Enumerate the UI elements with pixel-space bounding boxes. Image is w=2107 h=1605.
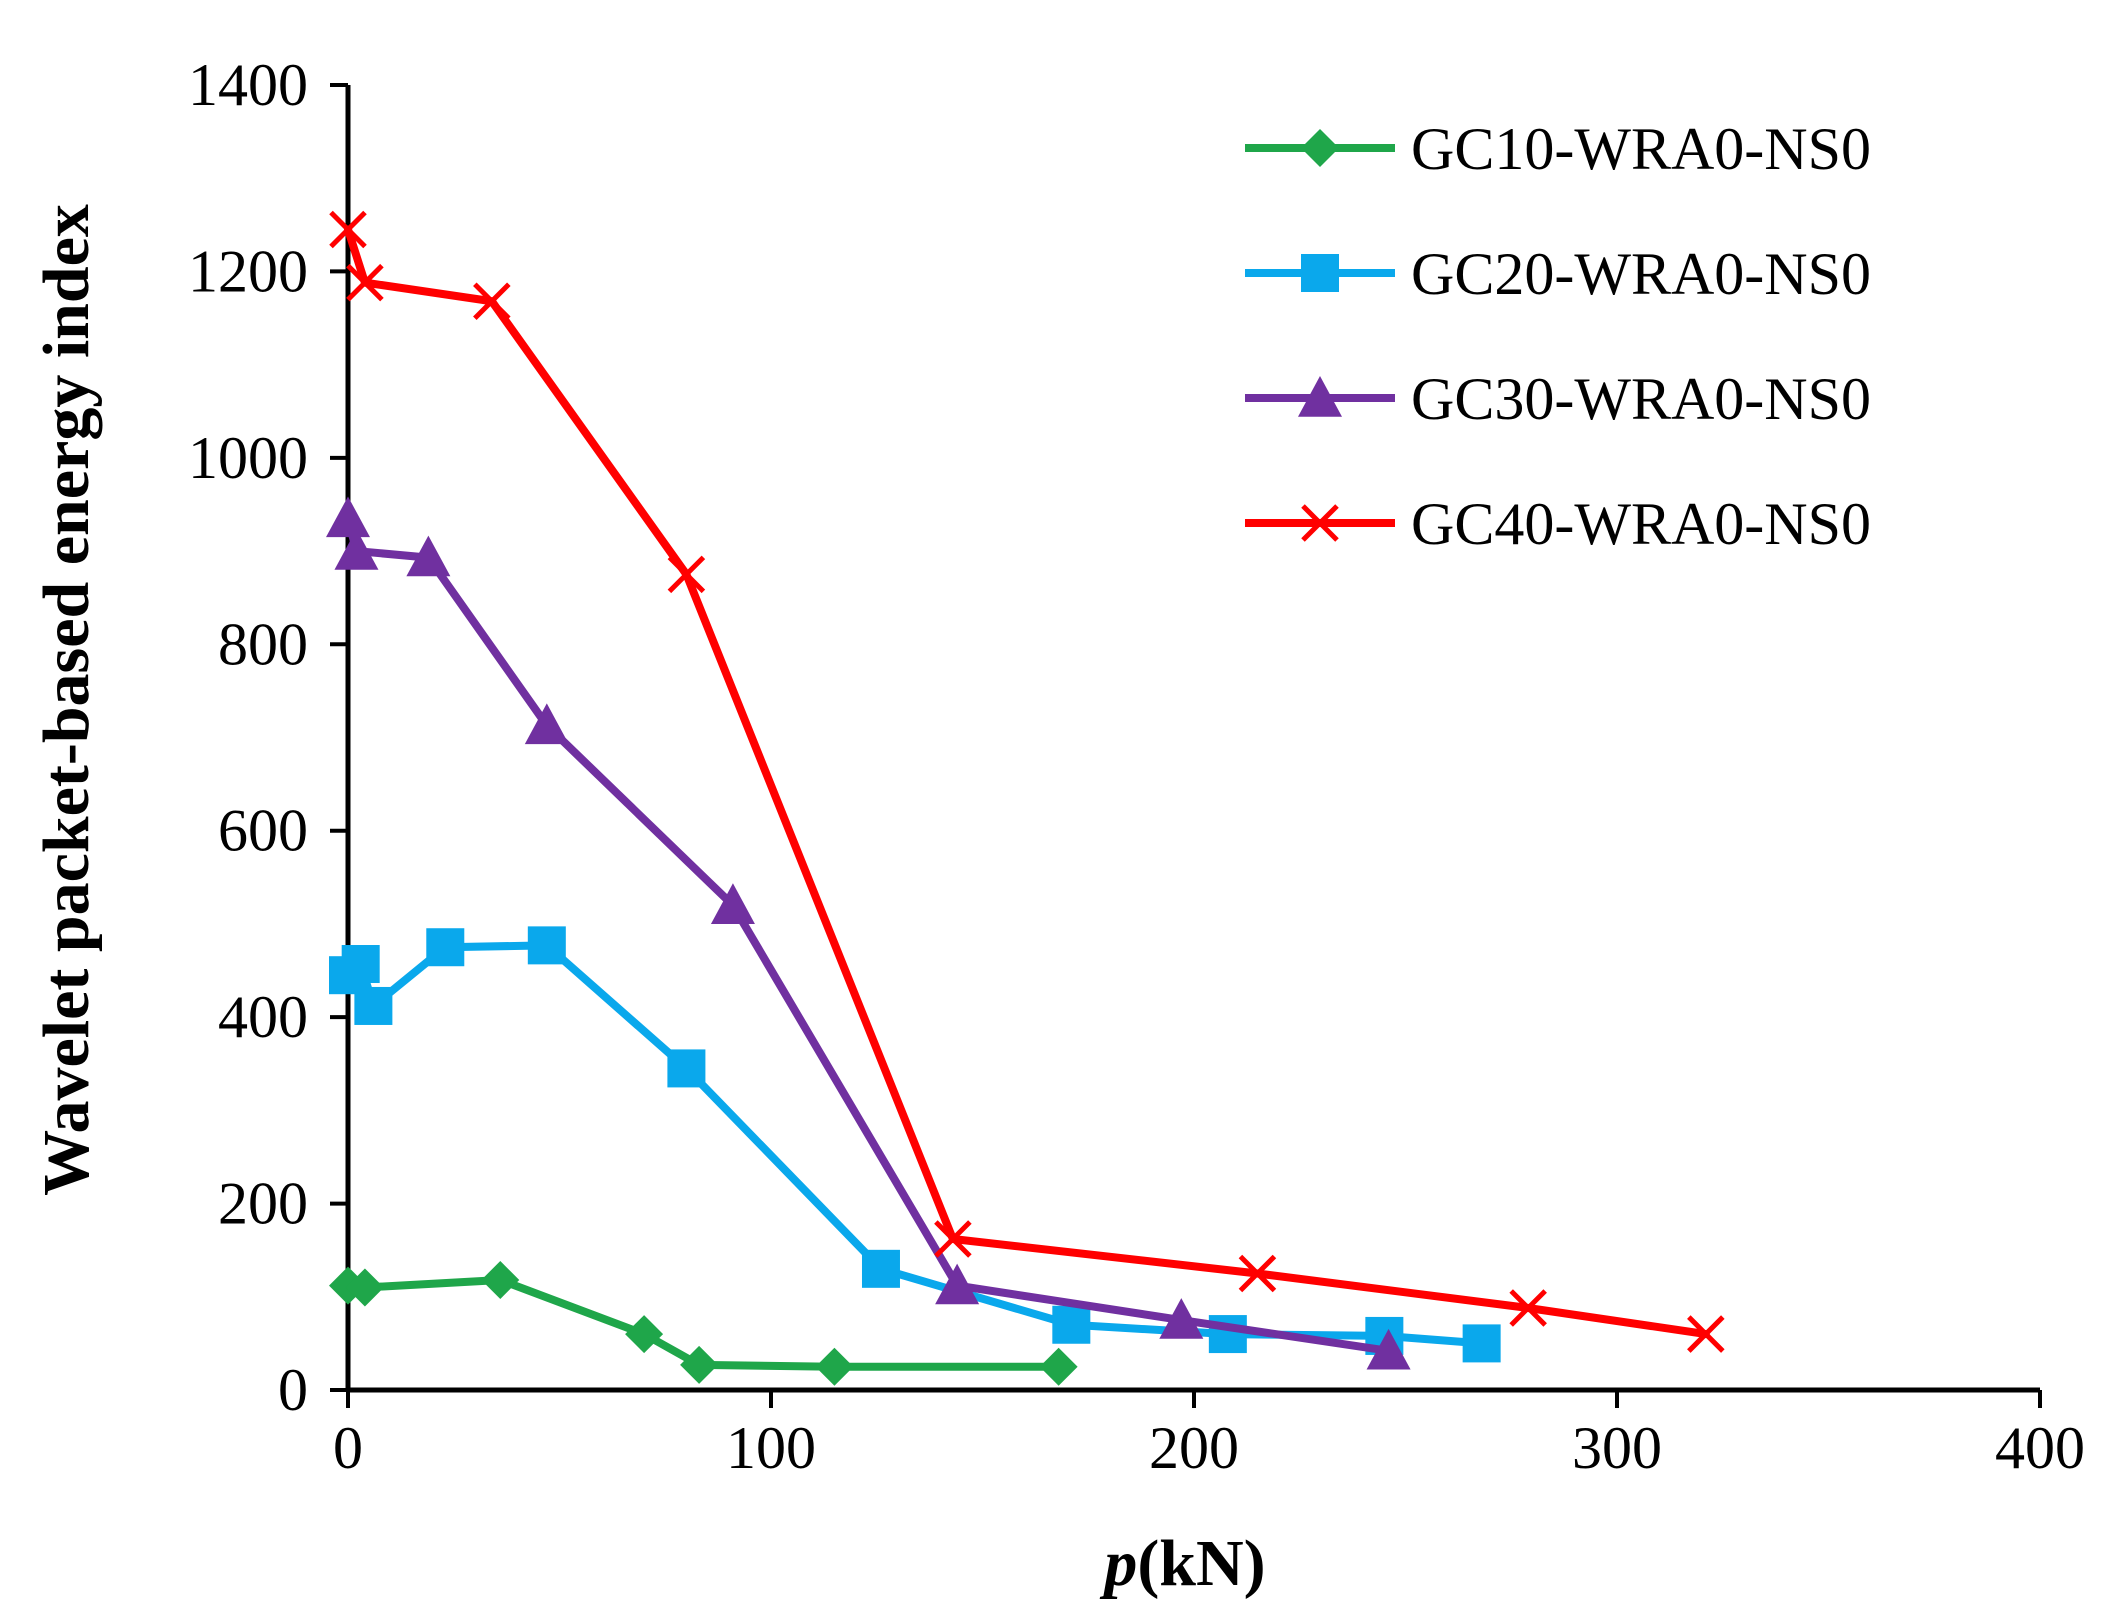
- data-point: [524, 703, 569, 745]
- data-point: [346, 263, 384, 302]
- data-point: [1208, 1315, 1247, 1354]
- y-tick-label: 600: [218, 798, 308, 864]
- data-point: [1039, 1347, 1078, 1386]
- data-point: [1238, 1254, 1277, 1293]
- legend-swatch-marker: [1301, 254, 1339, 292]
- data-point: [1159, 1298, 1204, 1339]
- legend-entry: GC40-WRA0-NS0: [1245, 491, 1871, 557]
- data-point: [334, 529, 379, 570]
- data-point: [345, 1268, 384, 1307]
- data-point: [329, 210, 367, 249]
- data-point: [861, 1249, 900, 1288]
- data-point: [935, 1263, 980, 1305]
- x-axis-title-variable: p: [1099, 1527, 1137, 1600]
- legend-label: GC10-WRA0-NS0: [1411, 116, 1871, 182]
- legend-entry: GC30-WRA0-NS0: [1245, 366, 1871, 432]
- y-tick-label: 800: [218, 611, 308, 677]
- data-point: [527, 926, 566, 965]
- legend-swatch-marker: [1301, 504, 1339, 542]
- series-line: [344, 225, 1710, 1339]
- legend-entry: GC20-WRA0-NS0: [1245, 241, 1871, 307]
- x-tick-label: 200: [1149, 1415, 1239, 1481]
- data-point: [1462, 1324, 1501, 1363]
- data-point: [1366, 1328, 1411, 1370]
- x-tick-label: 300: [1572, 1415, 1662, 1481]
- series-gc30-wra0-ns0: [326, 496, 1411, 1370]
- data-point: [426, 928, 465, 967]
- y-axis-title: Wavelet packet-based energy index: [30, 204, 103, 1196]
- y-tick-label: 1200: [188, 238, 308, 304]
- data-point: [354, 986, 393, 1025]
- legend: GC10-WRA0-NS0 GC20-WRA0-NS0 GC30-WRA0-NS0 G…: [1245, 116, 1871, 557]
- y-tick-label: 1400: [188, 52, 308, 118]
- series-gc10-wra0-ns0: [329, 1261, 1078, 1386]
- y-tick-label: 1000: [188, 425, 308, 491]
- x-axis-title: p(kN): [1099, 1527, 1265, 1600]
- legend-label: GC30-WRA0-NS0: [1411, 366, 1871, 432]
- legend-entry: GC10-WRA0-NS0: [1245, 116, 1871, 182]
- x-tick-label: 0: [333, 1415, 363, 1481]
- x-tick-label: 400: [1995, 1415, 2085, 1481]
- series-gc40-wra0-ns0: [329, 210, 1725, 1353]
- legend-swatch-marker: [1301, 129, 1339, 167]
- data-point: [667, 555, 706, 594]
- series-layer: [326, 210, 1725, 1386]
- data-point: [680, 1345, 719, 1384]
- data-point: [341, 945, 380, 984]
- data-point: [1509, 1289, 1547, 1327]
- data-point: [667, 1049, 706, 1088]
- data-point: [406, 535, 451, 577]
- data-point: [473, 282, 511, 321]
- data-point: [710, 883, 755, 924]
- data-point: [815, 1347, 854, 1386]
- x-tick-label: 100: [726, 1415, 816, 1481]
- y-ticks: 0 200 400 600 800 1000 1200 1400: [188, 52, 348, 1423]
- legend-label: GC20-WRA0-NS0: [1411, 241, 1871, 307]
- data-point: [625, 1315, 664, 1354]
- data-point: [1687, 1315, 1725, 1353]
- y-tick-label: 0: [278, 1357, 308, 1423]
- data-point: [1052, 1305, 1091, 1344]
- data-point: [481, 1261, 520, 1300]
- series-gc20-wra0-ns0: [329, 926, 1501, 1363]
- x-ticks: 0 100 200 300 400: [333, 1390, 2085, 1481]
- data-point: [326, 496, 370, 538]
- series-line: [344, 514, 1393, 1355]
- legend-swatch-marker: [1298, 376, 1342, 417]
- y-tick-label: 400: [218, 984, 308, 1050]
- data-point: [934, 1220, 972, 1258]
- y-tick-label: 200: [218, 1171, 308, 1237]
- legend-label: GC40-WRA0-NS0: [1411, 491, 1871, 557]
- x-axis-title-unit: (kN): [1137, 1527, 1265, 1600]
